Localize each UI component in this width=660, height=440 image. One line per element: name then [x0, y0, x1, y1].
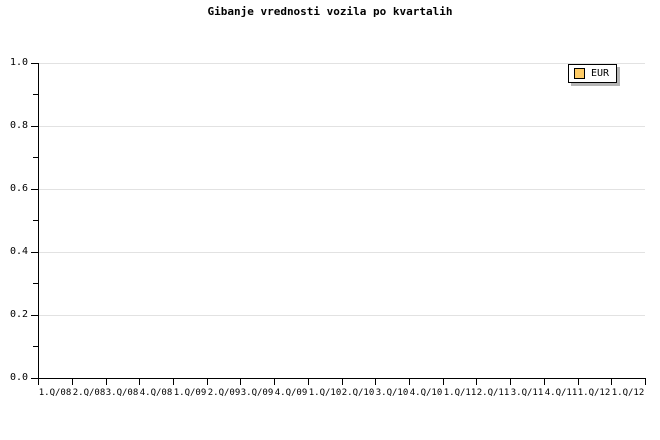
x-axis-label-1: 2.Q/08 [72, 388, 106, 398]
x-tick-3 [139, 379, 140, 385]
gridline-0.6 [38, 189, 645, 190]
y-tick-minor-0.7 [33, 157, 38, 158]
x-axis-line [38, 378, 646, 379]
x-tick-4 [173, 379, 174, 385]
x-tick-5 [207, 379, 208, 385]
x-tick-14 [510, 379, 511, 385]
y-tick-major-0.6 [31, 189, 38, 190]
x-axis-label-15: 4.Q/11 [544, 388, 578, 398]
x-tick-2 [106, 379, 107, 385]
legend-swatch-eur [574, 68, 585, 79]
x-axis-label-17: 1.Q/12 [611, 388, 645, 398]
x-tick-9 [342, 379, 343, 385]
x-tick-15 [544, 379, 545, 385]
x-tick-12 [443, 379, 444, 385]
plot-area [38, 63, 645, 378]
x-axis-label-14: 3.Q/11 [510, 388, 544, 398]
y-axis-label-0.4: 0.4 [9, 246, 28, 257]
x-axis-label-13: 2.Q/11 [476, 388, 510, 398]
gridline-0.2 [38, 315, 645, 316]
x-tick-1 [72, 379, 73, 385]
x-axis-label-6: 3.Q/09 [240, 388, 274, 398]
x-axis-label-7: 4.Q/09 [274, 388, 308, 398]
x-axis-label-5: 2.Q/09 [207, 388, 241, 398]
y-tick-major-0.4 [31, 252, 38, 253]
x-tick-6 [240, 379, 241, 385]
y-tick-minor-0.1 [33, 346, 38, 347]
y-axis-line [38, 63, 39, 379]
chart-legend[interactable]: EUR [568, 64, 618, 83]
x-tick-17 [611, 379, 612, 385]
gridline-1.0 [38, 63, 645, 64]
gridline-0.8 [38, 126, 645, 127]
x-axis-label-3: 4.Q/08 [139, 388, 173, 398]
gridline-0.4 [38, 252, 645, 253]
x-axis-label-16: 1.Q/12 [577, 388, 611, 398]
x-axis-label-4: 1.Q/09 [173, 388, 207, 398]
x-tick-0 [38, 379, 39, 385]
y-axis-label-0.8: 0.8 [9, 120, 28, 131]
x-tick-13 [476, 379, 477, 385]
y-tick-major-1.0 [31, 63, 38, 64]
x-axis-label-9: 2.Q/10 [341, 388, 375, 398]
chart-title: Gibanje vrednosti vozila po kvartalih [207, 5, 453, 18]
legend-label-eur: EUR [591, 68, 610, 79]
series-layer [38, 63, 645, 378]
y-axis-label-0.6: 0.6 [9, 183, 28, 194]
y-tick-major-0.2 [31, 315, 38, 316]
y-tick-major-0.0 [31, 378, 38, 379]
y-axis-label-0.2: 0.2 [9, 309, 28, 320]
x-axis-label-12: 1.Q/11 [443, 388, 477, 398]
x-tick-16 [578, 379, 579, 385]
x-tick-11 [409, 379, 410, 385]
y-tick-major-0.8 [31, 126, 38, 127]
y-tick-minor-0.9 [33, 94, 38, 95]
y-tick-minor-0.3 [33, 283, 38, 284]
x-axis-label-8: 1.Q/10 [308, 388, 342, 398]
x-axis-label-11: 4.Q/10 [409, 388, 443, 398]
x-axis-label-10: 3.Q/10 [375, 388, 409, 398]
x-axis-label-2: 3.Q/08 [105, 388, 139, 398]
x-tick-7 [274, 379, 275, 385]
x-axis-label-0: 1.Q/08 [38, 388, 72, 398]
x-tick-18 [645, 379, 646, 385]
x-tick-8 [308, 379, 309, 385]
y-tick-minor-0.5 [33, 220, 38, 221]
x-tick-10 [375, 379, 376, 385]
y-axis-label-1.0: 1.0 [9, 57, 28, 68]
y-axis-label-0.0: 0.0 [9, 372, 28, 383]
